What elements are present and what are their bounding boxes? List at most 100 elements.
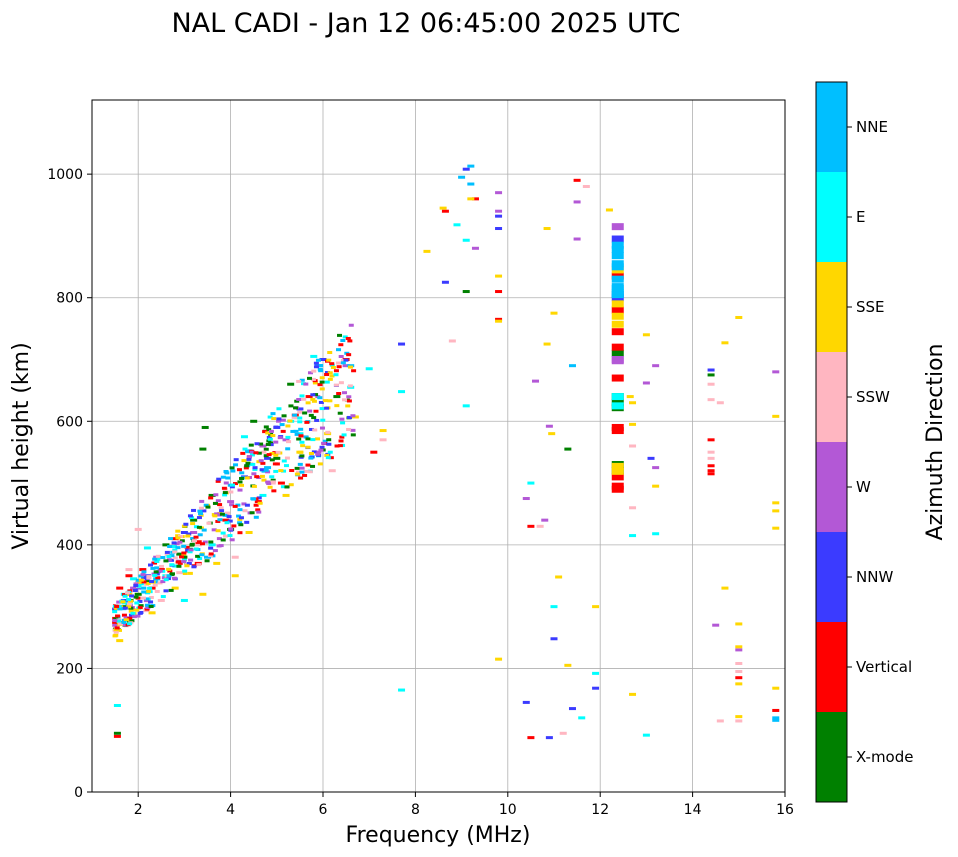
trace-point-e [193,547,199,551]
trace-point-nnw [186,562,192,566]
trace-point-w [140,573,146,577]
trace-point-e [172,548,178,552]
trace-point-nnw [259,468,265,472]
x-axis-label: Frequency (MHz) [346,823,531,848]
trace-point-e [116,619,122,623]
point-sse [245,531,253,534]
point-vertical [611,473,624,481]
trace-point-e [273,469,279,473]
point-sse [548,432,556,436]
trace-point-sse [278,469,284,473]
trace-point-nnw [276,417,282,421]
trace-point-nne [225,476,231,480]
colorbar: X-mode Vertical NNW W SSW SSE E NNE [816,82,913,802]
trace-point-w [319,426,325,430]
trace-point-ssw [207,554,213,558]
point-x-mode [333,395,341,399]
trace-point-w [276,419,282,423]
trace-point-nnw [148,600,154,604]
trace-point-sse [123,618,129,622]
point-w [532,379,540,383]
trace-point-nnw [227,519,233,523]
trace-point-sse [298,450,304,454]
trace-point-e [324,380,330,384]
trace-point-vertical [289,469,295,473]
trace-point-e [160,595,166,599]
trace-point-sse [187,571,193,575]
trace-point-nne [317,396,323,400]
point-sse [721,341,729,345]
trace-point-x-mode [239,476,245,480]
trace-point-x-mode [337,333,343,337]
trace-point-x-mode [204,559,210,563]
trace-point-sse [259,474,265,478]
point-sse [467,197,475,201]
trace-point-sse [190,522,196,526]
trace-point-e [242,447,248,451]
trace-point-e [299,440,305,444]
point-x-mode [190,518,198,522]
trace-point-nnw [187,514,193,518]
point-vertical [222,518,230,522]
trace-point-w [211,528,217,532]
trace-point-nne [245,450,251,454]
point-nnw [707,368,715,372]
trace-point-x-mode [168,588,174,592]
trace-point-w [296,398,302,402]
trace-point-vertical [253,451,259,455]
colorbar-label: X-mode [856,748,913,766]
trace-point-sse [166,567,172,571]
point-vertical [707,464,715,468]
point-vertical [277,481,285,485]
trace-point-ssw [335,361,341,365]
trace-point-sse [308,451,314,455]
trace-point-nne [251,497,257,501]
trace-point-vertical [155,576,161,580]
trace-point-x-mode [212,501,218,505]
point-nne [611,275,624,283]
trace-point-vertical [167,569,173,573]
point-e [550,605,558,609]
trace-point-sse [239,483,245,487]
trace-point-nne [322,439,328,443]
point-nnw [462,167,470,171]
trace-point-sse [326,358,332,362]
trace-point-nne [121,620,127,624]
point-sse [721,586,729,590]
point-w [642,381,650,385]
trace-point-w [216,537,222,541]
trace-point-sse [317,462,323,466]
point-ssw [629,506,637,510]
point-sse [772,509,780,513]
plot-frame [91,99,786,793]
trace-point-nnw [196,516,202,520]
trace-point-nne [199,553,205,557]
trace-point-x-mode [245,461,251,465]
trace-point-sse [288,483,294,487]
trace-point-e [187,550,193,554]
trace-point-nne [201,528,207,532]
point-w [190,531,198,534]
point-vertical [707,438,715,442]
trace-point-x-mode [138,604,144,608]
trace-point-x-mode [219,512,225,516]
trace-point-vertical [121,613,127,617]
trace-point-sse [134,608,140,612]
trace-point-nnw [314,418,320,422]
trace-point-x-mode [305,437,311,441]
trace-point-e [281,459,287,463]
trace-point-vertical [324,373,330,377]
point-x-mode [208,493,216,497]
point-vertical [573,178,581,182]
trace-point-vertical [236,468,242,472]
point-sse [626,395,634,399]
x-axis-ticks: 2 4 6 8 10 12 14 16 [134,792,794,818]
point-e [611,402,624,410]
trace-point-w [346,395,352,399]
trace-point-sse [212,514,218,518]
point-w [652,364,660,368]
trace-point-x-mode [153,570,159,574]
point-nne [467,182,475,186]
point-sse [550,311,558,315]
trace-point-w [348,323,354,327]
